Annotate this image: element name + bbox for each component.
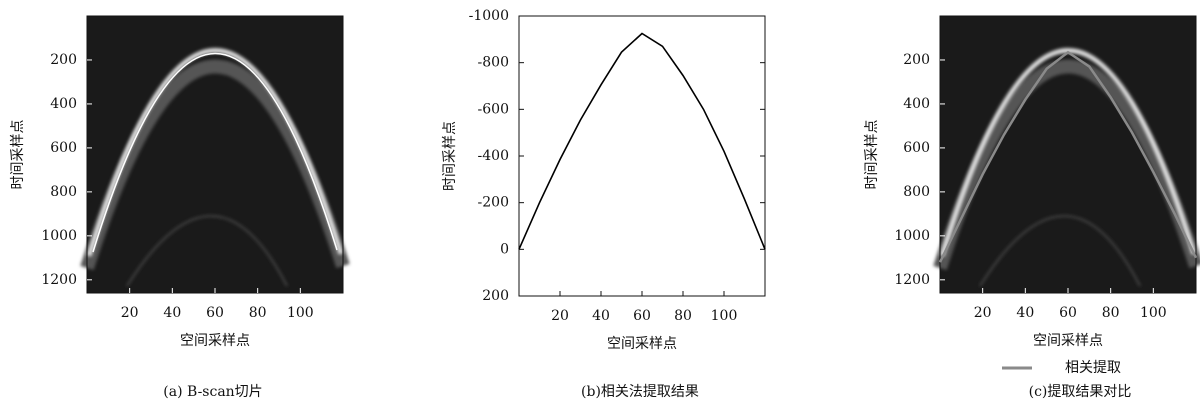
y-tick-label: 200 — [50, 52, 77, 68]
x-tick-label: 60 — [633, 308, 651, 324]
y-tick-label: -600 — [478, 101, 509, 117]
x-tick-label: 100 — [1140, 305, 1167, 321]
x-tick-label: 40 — [163, 305, 181, 321]
y-axis-label: 时间采样点 — [442, 121, 458, 191]
bscan-image — [80, 16, 350, 293]
y-tick-label: 200 — [903, 52, 930, 68]
x-tick-label: 60 — [1059, 305, 1077, 321]
caption: (c)提取结果对比 — [1029, 384, 1132, 400]
x-tick-label: 80 — [1102, 305, 1120, 321]
y-tick-label: 400 — [50, 96, 77, 112]
y-tick-label: 800 — [50, 184, 77, 200]
x-tick-label: 60 — [206, 305, 224, 321]
y-axis-label: 时间采样点 — [864, 120, 880, 190]
y-tick-label: -400 — [478, 148, 509, 164]
y-tick-label: -200 — [478, 195, 509, 211]
y-tick-label: 1200 — [41, 272, 77, 288]
caption: (b)相关法提取结果 — [581, 384, 699, 400]
caption: (a) B-scan切片 — [163, 384, 262, 400]
y-tick-label: 1000 — [41, 228, 77, 244]
x-tick-label: 40 — [1016, 305, 1034, 321]
plot-frame — [518, 15, 766, 297]
x-axis-label: 空间采样点 — [607, 336, 677, 352]
x-tick-label: 100 — [711, 308, 738, 324]
y-tick-label: 400 — [903, 96, 930, 112]
y-tick-label: 1000 — [894, 228, 930, 244]
x-tick-label: 80 — [674, 308, 692, 324]
y-tick-label: 600 — [50, 140, 77, 156]
x-tick-label: 40 — [592, 308, 610, 324]
y-tick-label: 1200 — [894, 272, 930, 288]
series-line — [518, 32, 766, 250]
y-tick-label: 800 — [903, 184, 930, 200]
x-tick-label: 20 — [974, 305, 992, 321]
y-tick-label: 0 — [500, 241, 509, 257]
y-tick-label: 200 — [482, 288, 509, 304]
y-tick-label: 600 — [903, 140, 930, 156]
x-tick-label: 20 — [121, 305, 139, 321]
x-tick-label: 80 — [249, 305, 267, 321]
y-tick-label: -800 — [478, 55, 509, 71]
legend-label: 相关提取 — [1065, 360, 1121, 376]
y-axis-label: 时间采样点 — [10, 120, 26, 190]
x-axis-label: 空间采样点 — [1033, 333, 1103, 349]
x-axis-label: 空间采样点 — [180, 333, 250, 349]
y-tick-label: -1000 — [469, 8, 509, 24]
x-tick-label: 100 — [287, 305, 314, 321]
series-line — [938, 50, 1198, 263]
x-tick-label: 20 — [551, 308, 569, 324]
bscan-image — [933, 16, 1200, 293]
